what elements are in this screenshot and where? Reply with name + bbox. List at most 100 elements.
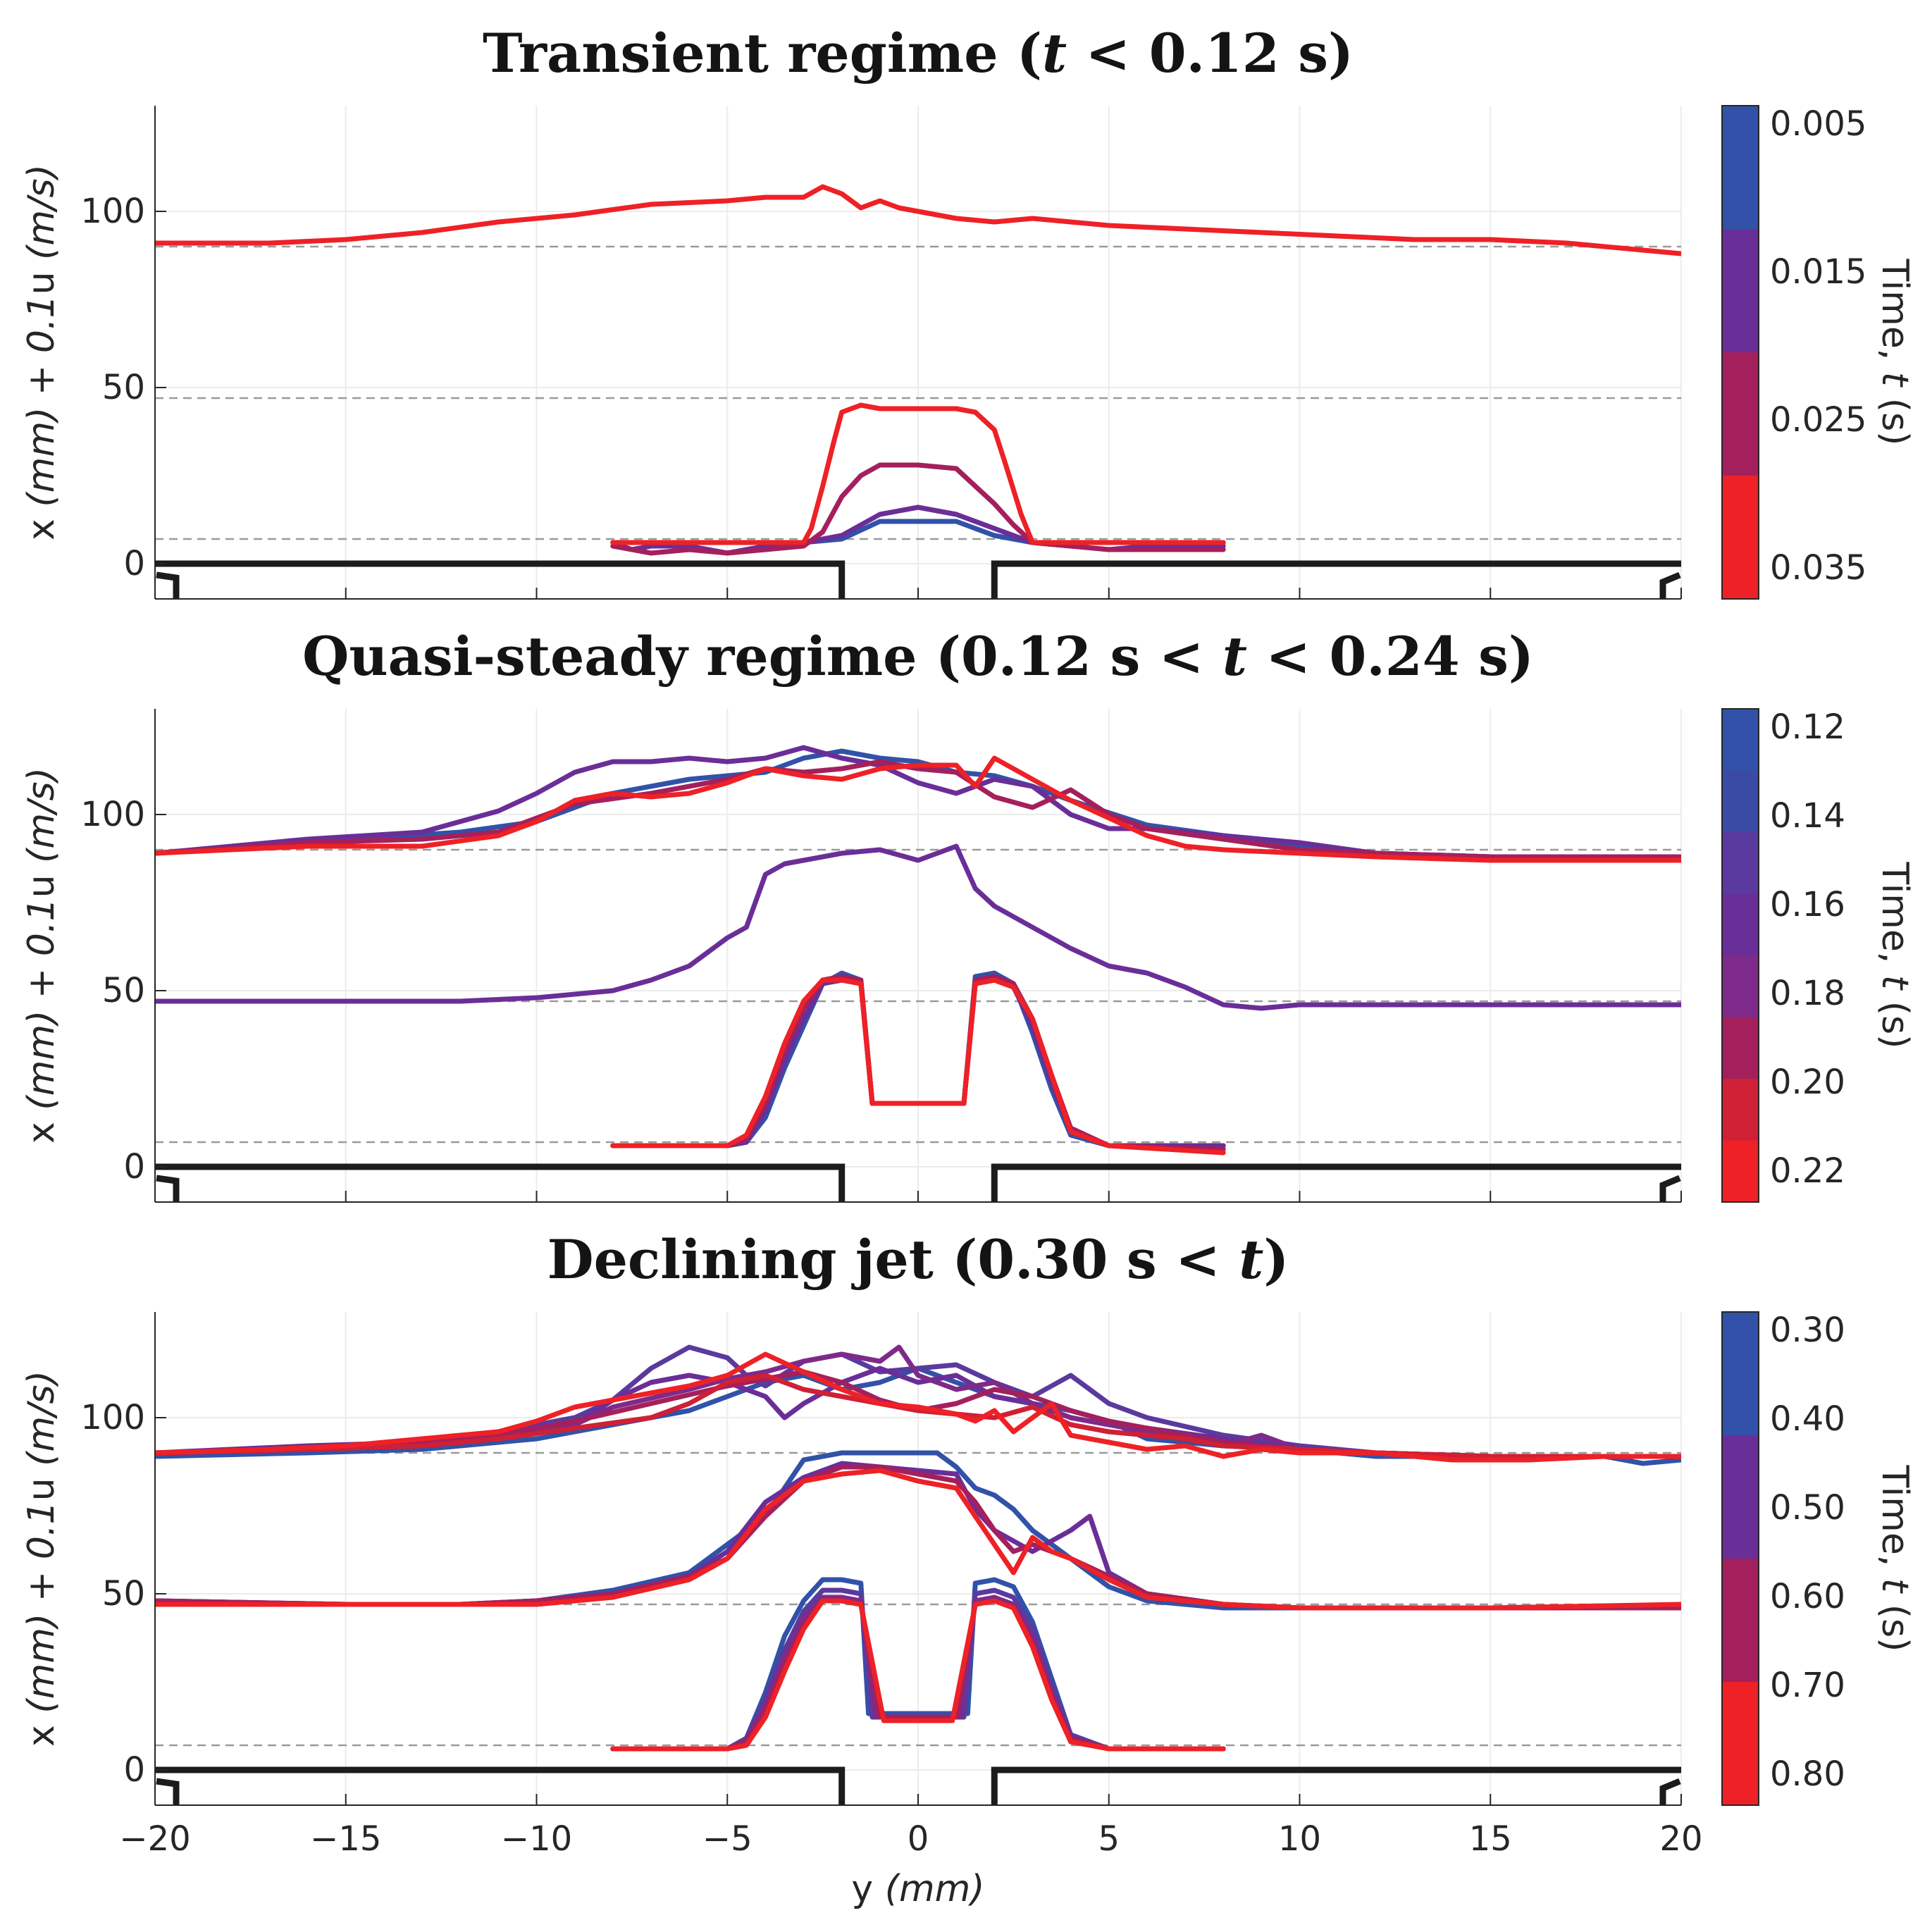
- colorbar-segment: [1722, 1140, 1759, 1203]
- colorbar-tick-label: 0.20: [1770, 1063, 1845, 1102]
- series-line: [610, 402, 1226, 545]
- panel-title-part: ): [1263, 1228, 1289, 1291]
- series-line: [610, 1598, 1226, 1752]
- colorbar-segment: [1722, 229, 1759, 353]
- nozzle-wall-left: [155, 560, 846, 599]
- colorbar-label-part: (s): [1874, 1592, 1916, 1652]
- colorbar-segment: [1722, 709, 1759, 771]
- panel-title-part: Quasi-steady regime (0.12 s <: [302, 625, 1222, 688]
- colorbar-label: Time, t (s): [1874, 862, 1916, 1049]
- colorbar: 0.005 0.015 0.025 0.035 Time, t (s): [1721, 104, 1916, 600]
- colorbar-frame: [1721, 708, 1759, 1203]
- y-tick-label: 50: [102, 1574, 145, 1614]
- y-axis-label: x (mm) + 0.1u (m/s): [20, 1370, 63, 1747]
- wall-corner-right: [1659, 1175, 1681, 1202]
- colorbar-label: Time, t (s): [1874, 1465, 1916, 1652]
- y-axis-label-part: u: [20, 1478, 63, 1501]
- colorbar-label: Time, t (s): [1874, 259, 1916, 446]
- colorbar-tick-label: 0.005: [1770, 104, 1866, 144]
- panel-title-part: Declining jet (0.30 s <: [547, 1228, 1239, 1291]
- panel-title: Quasi-steady regime (0.12 s < t < 0.24 s…: [302, 625, 1534, 688]
- y-tick-label: 100: [80, 1398, 145, 1437]
- nozzle-wall-left: [155, 1766, 846, 1805]
- colorbar-tick-label: 0.50: [1770, 1488, 1845, 1528]
- colorbar-tick-label: 0.015: [1770, 252, 1866, 292]
- series-line: [155, 1468, 1681, 1611]
- colorbar-segment: [1722, 1559, 1759, 1683]
- series-line: [155, 1369, 1681, 1459]
- panel-title-part: Transient regime (: [483, 22, 1042, 85]
- colorbar-segment: [1722, 106, 1759, 230]
- series-line: [155, 1373, 1681, 1459]
- nozzle-wall-right: [991, 1163, 1681, 1202]
- colorbar-tick-label: 0.18: [1770, 974, 1845, 1013]
- y-axis-label-part: (mm) + 0.1: [20, 898, 63, 1122]
- wall-corner-left: [156, 1175, 180, 1202]
- x-tick-label: −15: [310, 1819, 381, 1859]
- y-axis-label: x (mm) + 0.1u (m/s): [20, 164, 63, 540]
- y-axis-label-part: u: [20, 271, 63, 295]
- colorbar-label-part: t: [1874, 1578, 1916, 1594]
- colorbar-segment: [1722, 1435, 1759, 1559]
- series-group: [155, 1344, 1681, 1752]
- colorbar-tick-label: 0.035: [1770, 548, 1866, 588]
- x-axis-label-part: y: [851, 1868, 873, 1910]
- colorbar-segment: [1722, 955, 1759, 1017]
- series-line: [155, 1464, 1681, 1611]
- series-line: [610, 462, 1226, 556]
- wall-corner-left: [156, 571, 180, 599]
- series-line: [155, 1351, 1681, 1463]
- colorbar-segment: [1722, 1682, 1759, 1806]
- colorbar: 0.30 0.40 0.50 0.60 0.70 0.80 Time, t (s): [1721, 1311, 1916, 1806]
- y-axis-label-part: (m/s): [20, 164, 63, 271]
- panel-title: Declining jet (0.30 s < t): [547, 1228, 1289, 1291]
- y-tick-label: 100: [80, 795, 145, 834]
- series-line: [155, 755, 1681, 863]
- y-tick-label: 0: [123, 544, 145, 583]
- x-tick-label: 10: [1278, 1819, 1321, 1859]
- x-tick-label: 0: [908, 1819, 929, 1859]
- colorbar-segment: [1722, 1312, 1759, 1436]
- y-axis-label-part: x: [20, 519, 63, 540]
- wall-corner-right: [1659, 1778, 1681, 1805]
- y-axis-label-part: x: [20, 1122, 63, 1144]
- series-group: [155, 745, 1681, 1156]
- colorbar-label-part: Time,: [1874, 1465, 1916, 1578]
- panel-title-part: t: [1239, 1228, 1263, 1291]
- colorbar-frame: [1721, 1311, 1759, 1806]
- panel-title: Transient regime (t < 0.12 s): [483, 22, 1354, 85]
- nozzle-wall-left: [155, 1163, 846, 1202]
- colorbar-tick-label: 0.80: [1770, 1754, 1845, 1794]
- nozzle-wall-right: [991, 1766, 1681, 1805]
- colorbar-segment: [1722, 476, 1759, 600]
- colorbar-segment: [1722, 770, 1759, 833]
- panel-title-part: < 0.24 s): [1247, 625, 1534, 688]
- series-line: [610, 977, 1226, 1156]
- x-axis-label-part: (mm): [873, 1868, 984, 1910]
- y-tick-label: 0: [123, 1147, 145, 1187]
- y-axis-label-part: (m/s): [20, 767, 63, 874]
- colorbar-tick-label: 0.12: [1770, 707, 1845, 747]
- series-line: [155, 1450, 1681, 1611]
- colorbar-segment: [1722, 1017, 1759, 1079]
- colorbar-segment: [1722, 1079, 1759, 1141]
- colorbar-tick-label: 0.16: [1770, 885, 1845, 924]
- x-tick-label: 5: [1098, 1819, 1120, 1859]
- panel-title-part: t: [1042, 22, 1067, 85]
- x-tick-label: 15: [1469, 1819, 1512, 1859]
- y-tick-label: 100: [80, 192, 145, 231]
- wall-corner-right: [1659, 571, 1681, 599]
- series-line: [155, 1344, 1681, 1459]
- colorbar-tick-label: 0.025: [1770, 400, 1866, 440]
- series-group: [155, 184, 1681, 556]
- colorbar: 0.12 0.14 0.16 0.18 0.20 0.22 Time, t (s): [1721, 707, 1916, 1203]
- colorbar-label-part: (s): [1874, 386, 1916, 445]
- y-axis-label-part: x: [20, 1725, 63, 1747]
- colorbar-tick-label: 0.40: [1770, 1399, 1845, 1439]
- x-tick-label: −10: [501, 1819, 572, 1859]
- nozzle-wall-right: [991, 560, 1681, 599]
- panel-title-part: < 0.12 s): [1067, 22, 1354, 85]
